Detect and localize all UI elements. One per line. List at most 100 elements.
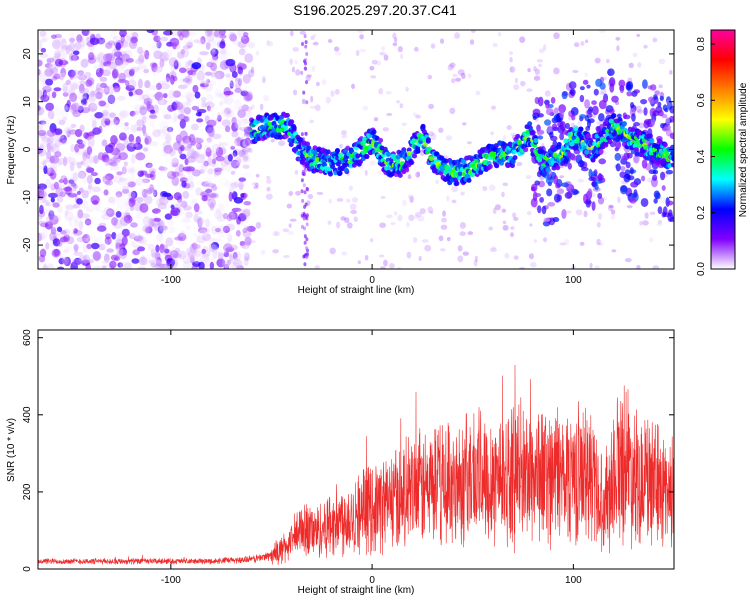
spectrogram-cell (449, 62, 456, 68)
spectrogram-cell (58, 137, 64, 143)
spectrogram-cell (187, 252, 194, 261)
spectrogram-cell (195, 112, 202, 117)
spectrogram-cell (82, 151, 87, 157)
spectrogram-cell (231, 261, 240, 269)
spectrogram-cell (570, 155, 578, 161)
spectrogram-cell (172, 141, 182, 151)
spectrogram-cell (213, 71, 221, 81)
spectrogram-cell (154, 251, 161, 261)
spectrogram-cell (175, 134, 182, 144)
spectrogram-cell (70, 171, 79, 181)
spectrogram-cell (124, 262, 132, 269)
spectrogram-cell (203, 160, 209, 167)
spectrogram-cell (38, 68, 41, 76)
spectrogram-cell (47, 109, 55, 120)
spectrogram-cell (523, 147, 529, 153)
spectrogram-cell (241, 38, 250, 43)
spectrogram-cell (74, 128, 83, 138)
spectrogram-cell (196, 70, 205, 81)
spectrogram-cell (185, 74, 193, 85)
spectrogram-cell (115, 205, 121, 212)
spectrogram-cell (183, 64, 192, 69)
spectrogram-cell (652, 265, 660, 269)
spectrogram-cell (39, 248, 47, 258)
spectrogram-cell (619, 171, 626, 178)
spectrogram-cell (156, 233, 164, 243)
spectrogram-cell (630, 181, 639, 188)
spectrogram-cell (128, 191, 136, 200)
spectrogram-cell (60, 175, 68, 181)
spectrogram-cell (632, 52, 638, 58)
spectrogram-cell (242, 208, 251, 218)
spectrogram-cell (393, 211, 398, 216)
spectrogram-cell (407, 174, 412, 180)
spectrogram-cell (46, 57, 55, 63)
spectrogram-cell (546, 188, 553, 197)
spectrogram-cell (218, 203, 225, 212)
spectrogram-cell (163, 114, 172, 120)
spectrogram-cell (92, 119, 97, 129)
spectrogram-cell (127, 32, 132, 39)
spectrogram-cell (564, 191, 573, 199)
spectrogram-cell (227, 153, 233, 162)
spectrogram-cell (52, 225, 57, 231)
spectrogram-cell (643, 44, 648, 49)
spectrogram-cell (55, 233, 65, 239)
spectrogram-cell (38, 106, 45, 116)
spectrogram-cell (311, 65, 316, 72)
spectrogram-cell (191, 264, 198, 269)
spectrogram-cell (69, 53, 75, 62)
spectrogram-cell (327, 39, 333, 44)
spectrogram-cell (241, 155, 248, 164)
spectrogram-cell (45, 150, 52, 159)
spectrogram-cell (497, 31, 502, 37)
spectrogram-cell (78, 149, 85, 156)
snr-frame (37, 329, 675, 570)
spectrogram-cell (129, 75, 135, 83)
spectrogram-cell (213, 36, 221, 43)
spectrogram-cell (136, 119, 145, 127)
spectrogram-cell (191, 105, 200, 111)
spectrogram-cell (512, 155, 518, 161)
spectrogram-cell (196, 235, 206, 244)
spectrogram-cell (225, 246, 235, 253)
spectrogram-cell (145, 226, 153, 234)
spectrogram-cell (38, 213, 43, 221)
spectrogram-cell (211, 133, 222, 140)
spectrogram-cell (146, 100, 151, 109)
spectrogram-cell (165, 237, 174, 247)
spectrogram-cell (175, 238, 185, 249)
spectrogram-cell (179, 130, 188, 141)
spectrogram-cell (215, 207, 221, 214)
spectrogram-cell (475, 90, 481, 96)
spectrogram-cell (490, 131, 494, 136)
spectrogram-cell (207, 156, 212, 167)
spectrogram-cell (174, 180, 179, 188)
spectrogram-cell (47, 162, 58, 169)
spectrogram-cell (206, 61, 213, 67)
spectrogram-cell (115, 193, 122, 200)
spectrogram-cell (225, 241, 233, 249)
spectrogram-cell (289, 58, 293, 65)
spectrogram-cell (534, 180, 541, 186)
spectrogram-cell (158, 196, 169, 206)
spectrogram-cell (414, 211, 422, 218)
spectrogram-cell (88, 155, 98, 163)
spectrogram-cell (667, 200, 674, 206)
spectrogram-cell (161, 59, 167, 68)
spectrogram-cell (369, 238, 374, 243)
spectrogram-cell (380, 195, 386, 199)
spectrogram-cell (610, 113, 616, 119)
spectrogram-cell (75, 40, 85, 50)
spectrogram-cell (136, 216, 141, 221)
spectrogram-cell (454, 180, 460, 186)
spectrogram-cell (370, 75, 377, 79)
spectrogram-cell (525, 175, 532, 180)
spectrogram-cell (55, 133, 65, 140)
spectrogram-cell (56, 226, 63, 232)
spectrogram-cell (227, 233, 233, 243)
spectrogram-cell (182, 254, 191, 265)
spectrogram-cell (175, 167, 181, 174)
spectrogram-cell (327, 220, 332, 225)
spectrogram-cell (80, 58, 89, 68)
